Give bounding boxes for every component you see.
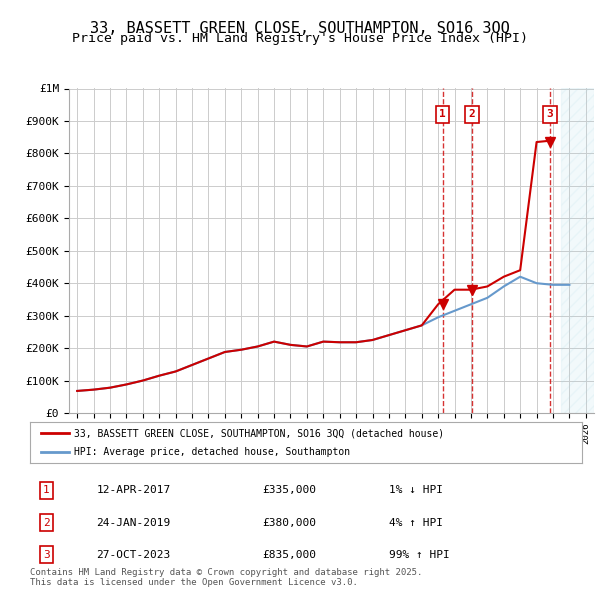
Text: 27-OCT-2023: 27-OCT-2023 [96,550,170,560]
Text: 3: 3 [547,110,553,119]
Text: 4% ↑ HPI: 4% ↑ HPI [389,517,443,527]
Text: 2: 2 [469,110,475,119]
Text: Contains HM Land Registry data © Crown copyright and database right 2025.
This d: Contains HM Land Registry data © Crown c… [30,568,422,587]
Text: £835,000: £835,000 [262,550,316,560]
Text: 1: 1 [43,486,50,496]
Text: 33, BASSETT GREEN CLOSE, SOUTHAMPTON, SO16 3QQ: 33, BASSETT GREEN CLOSE, SOUTHAMPTON, SO… [90,21,510,35]
Text: 24-JAN-2019: 24-JAN-2019 [96,517,170,527]
Text: 2: 2 [43,517,50,527]
Text: £380,000: £380,000 [262,517,316,527]
Text: 3: 3 [43,550,50,560]
Text: 33, BASSETT GREEN CLOSE, SOUTHAMPTON, SO16 3QQ (detached house): 33, BASSETT GREEN CLOSE, SOUTHAMPTON, SO… [74,428,444,438]
Text: HPI: Average price, detached house, Southampton: HPI: Average price, detached house, Sout… [74,447,350,457]
Text: 99% ↑ HPI: 99% ↑ HPI [389,550,449,560]
Text: 12-APR-2017: 12-APR-2017 [96,486,170,496]
Text: 1: 1 [439,110,446,119]
Text: £335,000: £335,000 [262,486,316,496]
Text: Price paid vs. HM Land Registry's House Price Index (HPI): Price paid vs. HM Land Registry's House … [72,32,528,45]
Text: 1% ↓ HPI: 1% ↓ HPI [389,486,443,496]
Bar [561,88,594,413]
